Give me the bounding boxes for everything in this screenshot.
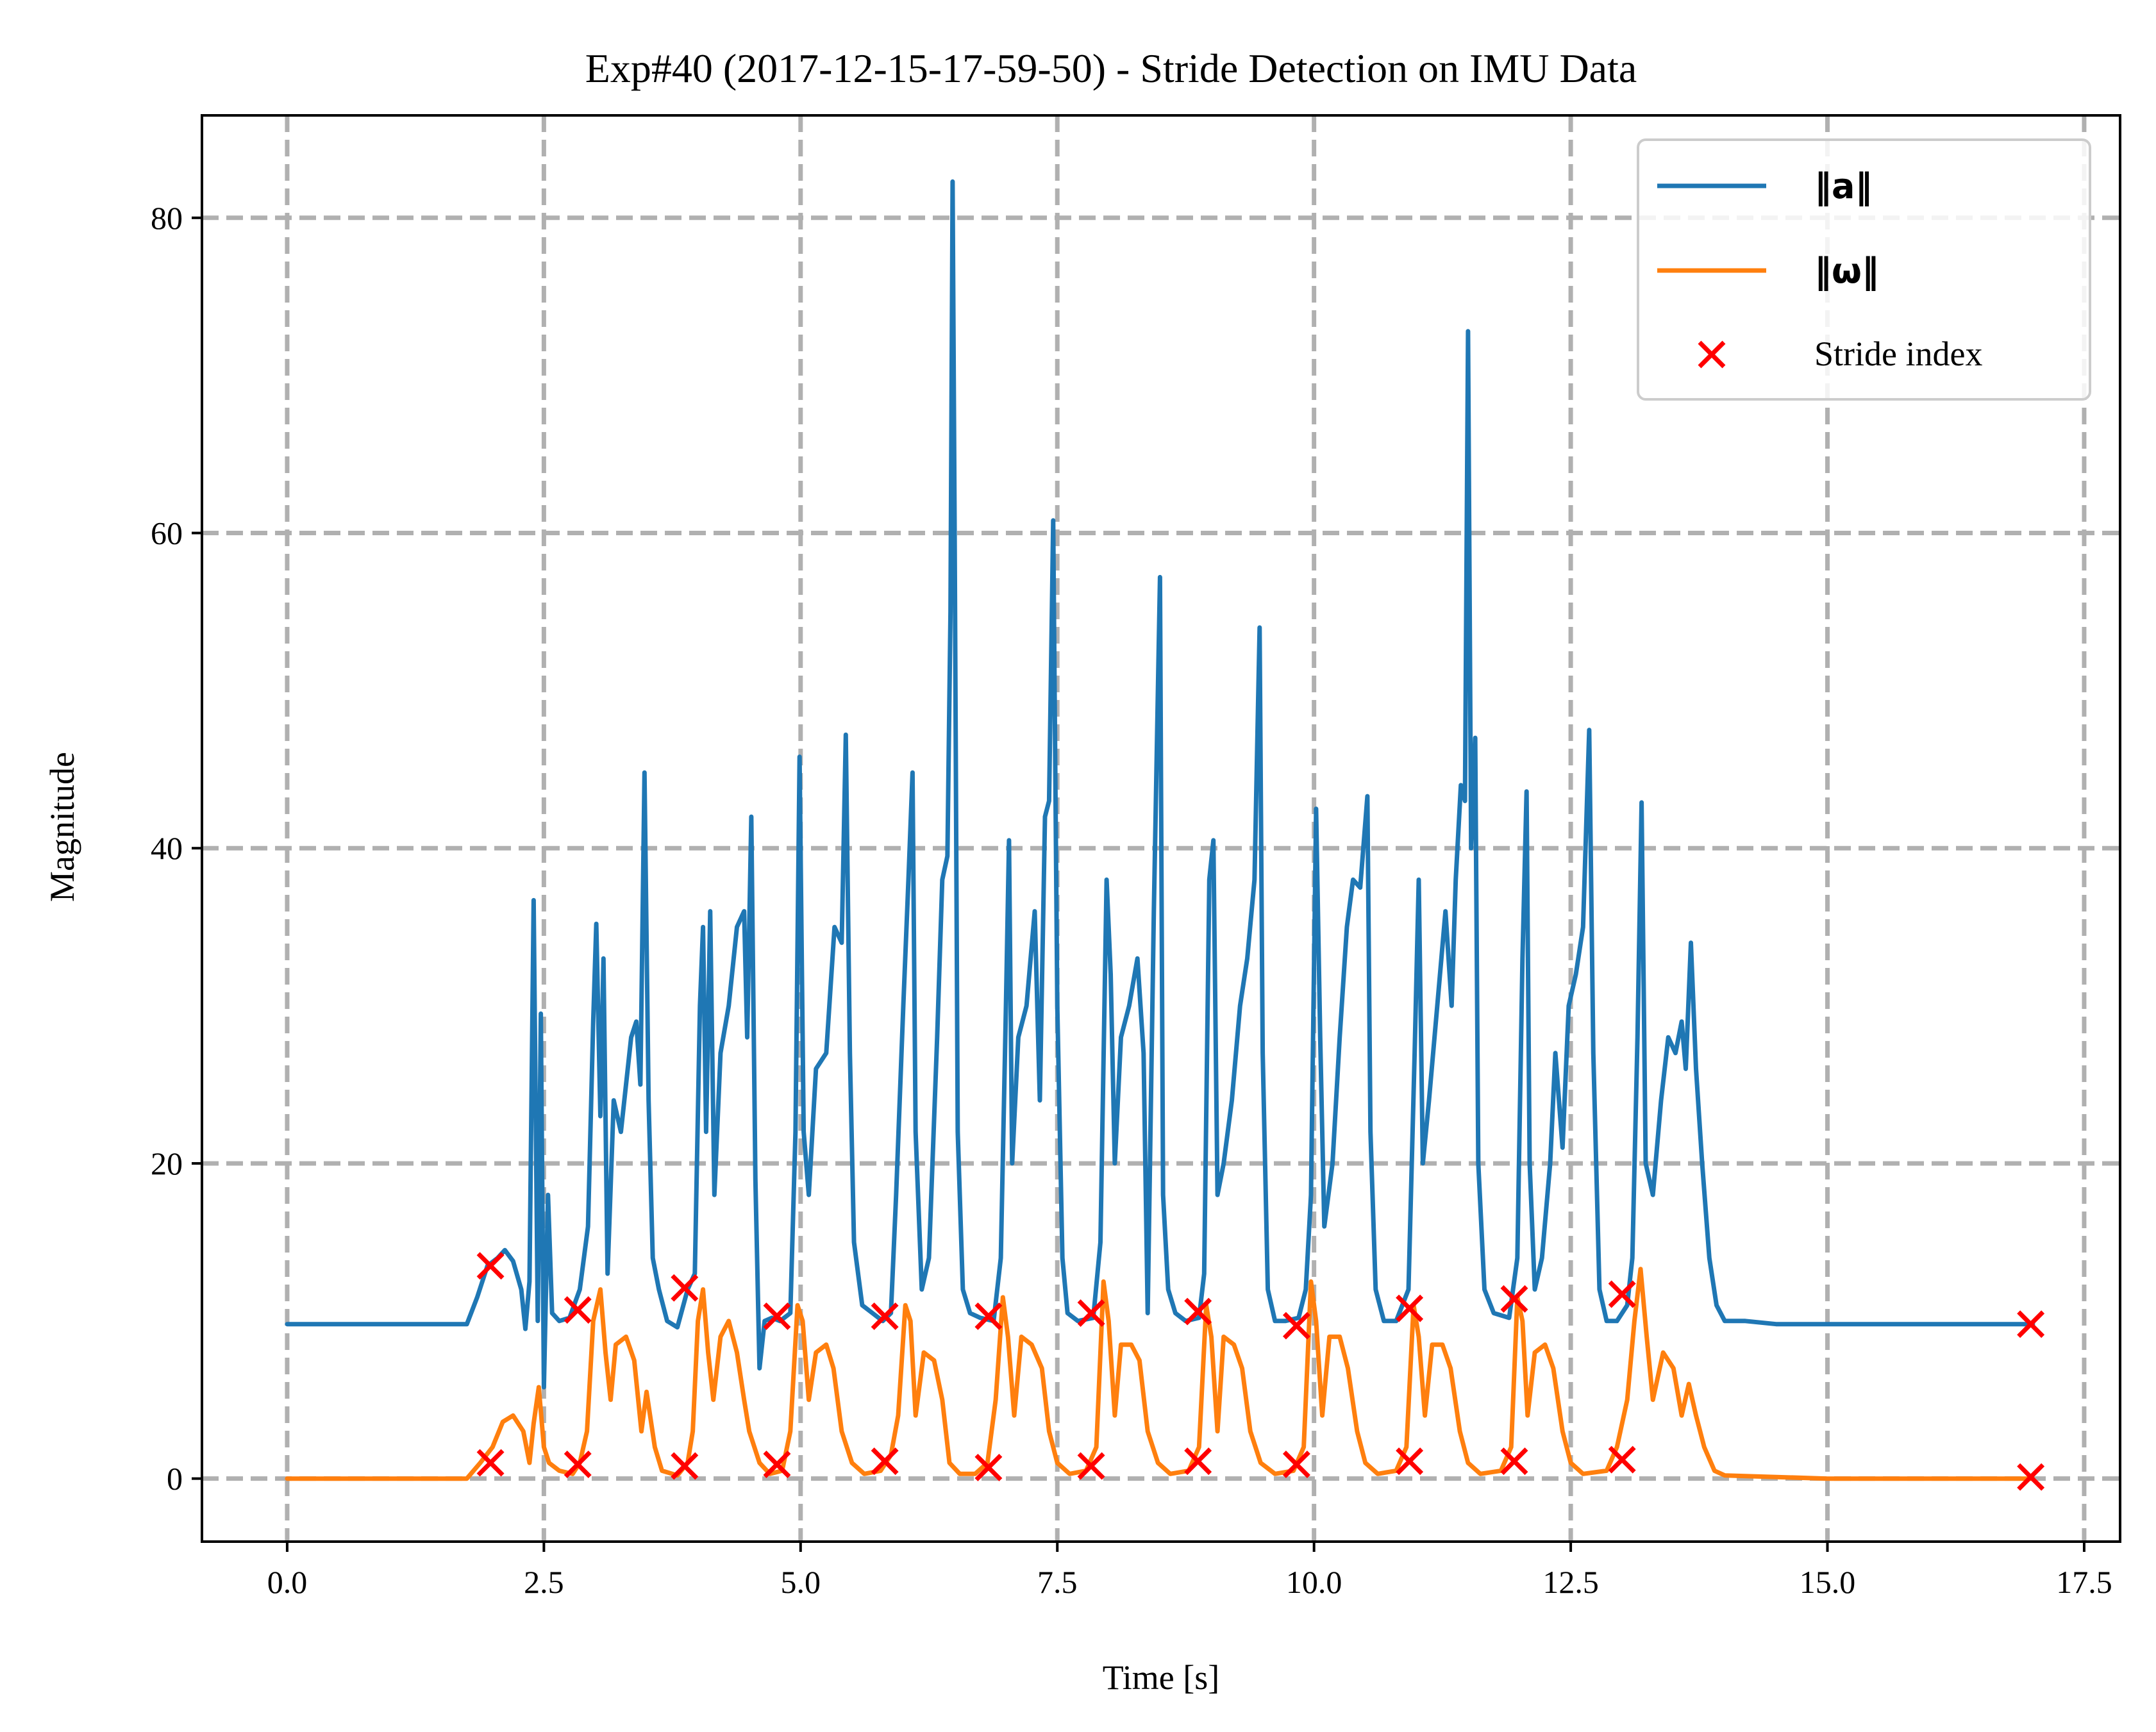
stride-marker-stroke: [2017, 1463, 2045, 1491]
stride-marker: [1500, 1447, 1528, 1476]
y-tick-label: 20: [151, 1145, 183, 1181]
stride-marker-stroke: [763, 1451, 791, 1479]
y-tick-label: 60: [151, 515, 183, 551]
stride-marker-stroke: [671, 1274, 699, 1302]
stride-marker: [1396, 1447, 1424, 1476]
stride-marker-stroke: [671, 1452, 699, 1480]
x-tick-label: 12.5: [1542, 1564, 1599, 1600]
stride-marker-stroke: [974, 1453, 1003, 1481]
stride-marker: [1282, 1451, 1310, 1479]
stride-marker: [974, 1302, 1003, 1330]
stride-markers: [476, 1252, 2045, 1491]
stride-marker-stroke: [476, 1252, 505, 1280]
x-tick-label: 0.0: [267, 1564, 308, 1600]
plot-frame: [201, 114, 2121, 1543]
stride-marker: [763, 1302, 791, 1330]
stride-marker-stroke: [564, 1451, 592, 1479]
stride-marker: [871, 1447, 899, 1476]
stride-marker-stroke: [476, 1449, 505, 1477]
x-tick-label: 5.0: [781, 1564, 821, 1600]
stride-marker-stroke: [1396, 1294, 1424, 1322]
x-tick-label: 15.0: [1800, 1564, 1856, 1600]
stride-marker-stroke: [2017, 1310, 2045, 1338]
stride-marker: [1608, 1445, 1636, 1474]
stride-marker-stroke: [1396, 1447, 1424, 1476]
stride-marker-stroke: [1282, 1311, 1310, 1340]
x-tick-label: 7.5: [1037, 1564, 1078, 1600]
x-axis: 0.0 2.5 5.0 7.5 10.0 12.5 15.0 17.5: [267, 1542, 2112, 1600]
y-axis-title: Magnitude: [43, 752, 81, 902]
y-tick-label: 0: [167, 1461, 183, 1497]
stride-marker: [1077, 1299, 1105, 1327]
x-tick-label: 17.5: [2056, 1564, 2112, 1600]
stride-marker: [671, 1274, 699, 1302]
legend-label-gyro: ‖ω‖: [1814, 251, 1879, 291]
series-layer: [285, 179, 2035, 1481]
stride-marker-stroke: [1077, 1299, 1105, 1327]
legend: ‖a‖ ‖ω‖ Stride index: [1637, 138, 2091, 401]
stride-marker-stroke: [564, 1296, 592, 1324]
stride-marker-stroke: [871, 1447, 899, 1476]
stride-marker-stroke: [763, 1302, 791, 1330]
stride-marker: [1282, 1311, 1310, 1340]
stride-marker: [564, 1451, 592, 1479]
stride-marker: [763, 1451, 791, 1479]
stride-marker-stroke: [974, 1302, 1003, 1330]
stride-marker: [671, 1452, 699, 1480]
stride-marker-stroke: [1608, 1280, 1636, 1308]
stride-marker: [1396, 1294, 1424, 1322]
legend-label-acc: ‖a‖: [1814, 166, 1872, 206]
stride-marker-stroke: [1184, 1297, 1212, 1326]
stride-marker-stroke: [1500, 1285, 1528, 1313]
stride-marker-stroke: [1500, 1447, 1528, 1476]
stride-marker: [974, 1453, 1003, 1481]
y-tick-label: 40: [151, 830, 183, 866]
x-axis-title: Time [s]: [1103, 1658, 1220, 1697]
legend-marker-stroke: [1698, 340, 1726, 369]
x-tick-label: 2.5: [524, 1564, 564, 1600]
stride-marker-stroke: [1077, 1452, 1105, 1480]
legend-swatch-stride: [1698, 340, 1726, 369]
y-tick-label: 80: [151, 200, 183, 236]
stride-marker: [1608, 1280, 1636, 1308]
stride-marker: [564, 1296, 592, 1324]
stride-marker: [2017, 1310, 2045, 1338]
stride-marker: [1077, 1452, 1105, 1480]
stride-marker: [476, 1252, 505, 1280]
stride-marker-stroke: [1184, 1447, 1212, 1476]
chart-title: Exp#40 (2017-12-15-17-59-50) - Stride De…: [585, 46, 1637, 91]
stride-marker: [871, 1302, 899, 1330]
stride-marker-stroke: [871, 1302, 899, 1330]
legend-label-stride: Stride index: [1814, 335, 1982, 373]
stride-marker: [476, 1449, 505, 1477]
stride-marker-stroke: [1282, 1451, 1310, 1479]
stride-marker: [1500, 1285, 1528, 1313]
stride-marker-stroke: [1608, 1445, 1636, 1474]
series-line-gyro: [285, 1267, 2035, 1481]
stride-marker: [1184, 1447, 1212, 1476]
y-axis: 0 20 40 60 80: [151, 200, 202, 1497]
stride-marker: [2017, 1463, 2045, 1491]
legend-box: [1637, 138, 2091, 401]
x-tick-label: 10.0: [1286, 1564, 1342, 1600]
series-line-acc: [285, 179, 2035, 1390]
stride-marker: [1184, 1297, 1212, 1326]
